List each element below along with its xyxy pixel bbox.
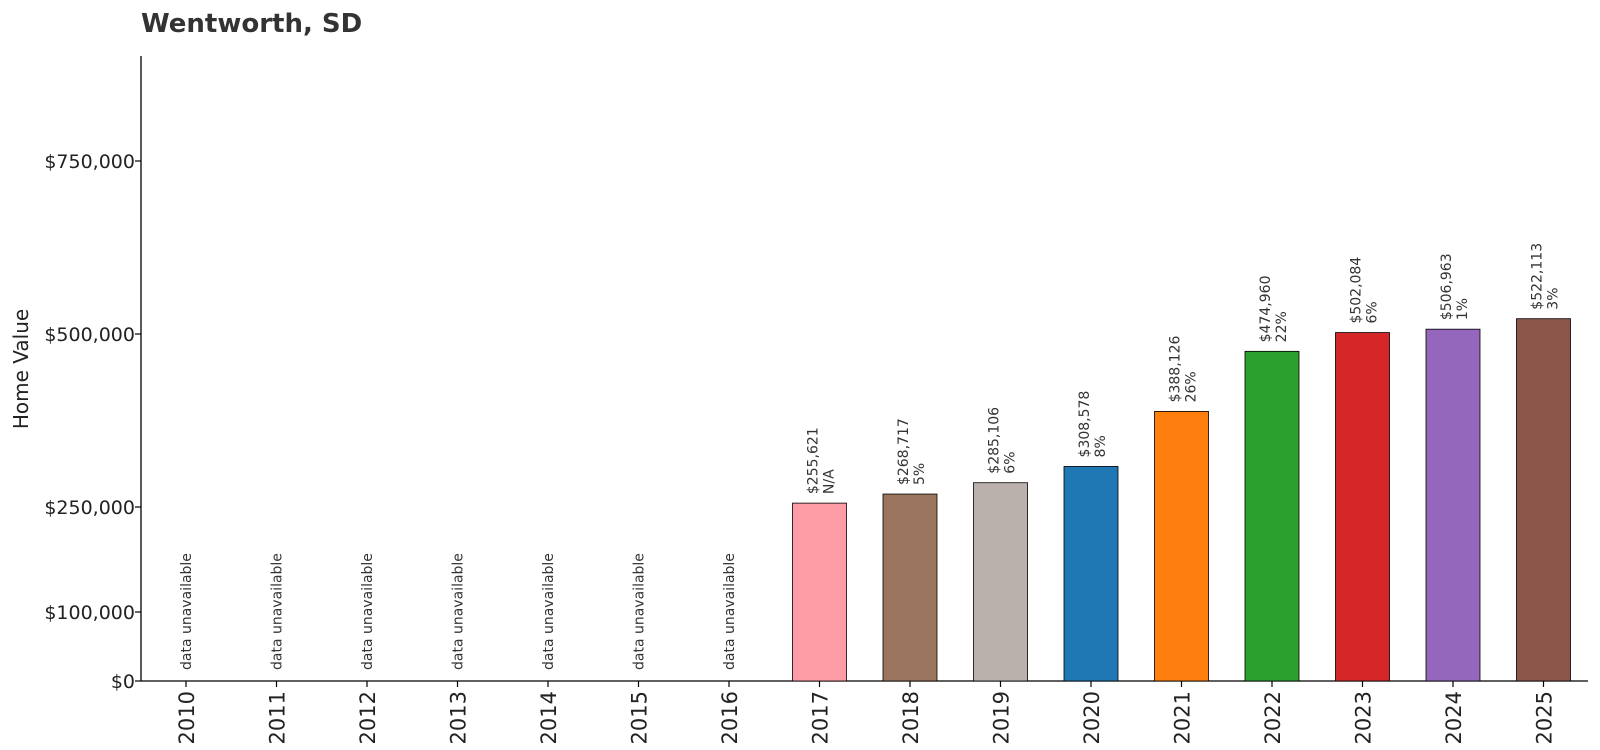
- value-label: $308,578: [1077, 391, 1093, 458]
- x-tick-label: 2019: [990, 691, 1014, 744]
- y-tick-label: $500,000: [44, 324, 135, 346]
- x-tick-label: 2012: [356, 691, 380, 744]
- data-unavailable-label: data unavailable: [451, 553, 467, 670]
- y-tick-label: $250,000: [44, 497, 135, 519]
- x-tick-label: 2020: [1080, 691, 1104, 744]
- y-tick-label: $750,000: [44, 151, 135, 173]
- bar-2017: [792, 502, 847, 682]
- change-label: 8%: [1093, 435, 1109, 457]
- y-tick-label: $0: [111, 671, 135, 693]
- x-tick-label: 2015: [628, 691, 652, 744]
- value-label: $474,960: [1258, 276, 1274, 343]
- bar-2022: [1244, 350, 1300, 682]
- x-tick-label: 2018: [899, 691, 923, 744]
- x-tick-label: 2022: [1261, 691, 1285, 744]
- data-unavailable-label: data unavailable: [270, 553, 286, 670]
- data-unavailable-label: data unavailable: [632, 553, 648, 670]
- x-tick-label: 2025: [1533, 691, 1557, 744]
- chart-title: Wentworth, SD: [141, 9, 362, 39]
- value-label: $506,963: [1439, 253, 1455, 320]
- y-axis-label: Home Value: [9, 309, 33, 429]
- x-tick-label: 2013: [447, 691, 471, 744]
- x-tick-label: 2017: [809, 691, 833, 744]
- bar-2023: [1335, 332, 1390, 682]
- data-unavailable-label: data unavailable: [541, 553, 557, 670]
- y-axis-ticks: $0 $100,000 $250,000 $500,000 $750,000: [44, 151, 141, 693]
- x-tick-label: 2024: [1442, 691, 1466, 744]
- change-label: 6%: [1365, 301, 1381, 323]
- x-tick-label: 2014: [537, 691, 561, 744]
- bar-2019: [973, 482, 1028, 682]
- bar-2025: [1516, 318, 1571, 682]
- value-label: $285,106: [987, 407, 1003, 474]
- bars-group: [792, 318, 1571, 682]
- data-unavailable-label: data unavailable: [179, 553, 195, 670]
- bar-2024: [1425, 328, 1481, 682]
- value-label: $268,717: [896, 418, 912, 485]
- change-label: 6%: [1003, 451, 1019, 473]
- bar-2018: [882, 493, 938, 682]
- change-label: N/A: [822, 469, 838, 494]
- bar-2020: [1063, 466, 1119, 682]
- x-axis-ticks: 2010 2011 2012 2013 2014 2015 2016 2017 2018 2019…: [175, 681, 1557, 744]
- change-label: 3%: [1546, 287, 1562, 309]
- x-tick-label: 2010: [175, 691, 199, 744]
- value-label: $522,113: [1530, 243, 1546, 310]
- change-label: 22%: [1274, 311, 1290, 342]
- change-label: 5%: [912, 463, 928, 485]
- change-label: 26%: [1184, 371, 1200, 402]
- y-tick-label: $100,000: [44, 602, 135, 624]
- change-label: 1%: [1455, 298, 1471, 320]
- data-unavailable-label: data unavailable: [360, 553, 376, 670]
- value-label: $255,621: [806, 427, 822, 494]
- bar-2021: [1154, 411, 1209, 682]
- x-tick-label: 2011: [266, 691, 290, 744]
- data-labels-group: data unavailable data unavailable data una…: [179, 243, 1562, 670]
- x-tick-label: 2016: [718, 691, 742, 744]
- value-label: $502,084: [1349, 257, 1365, 324]
- x-tick-label: 2023: [1352, 691, 1376, 744]
- data-unavailable-label: data unavailable: [722, 553, 738, 670]
- value-label: $388,126: [1168, 336, 1184, 403]
- x-tick-label: 2021: [1171, 691, 1195, 744]
